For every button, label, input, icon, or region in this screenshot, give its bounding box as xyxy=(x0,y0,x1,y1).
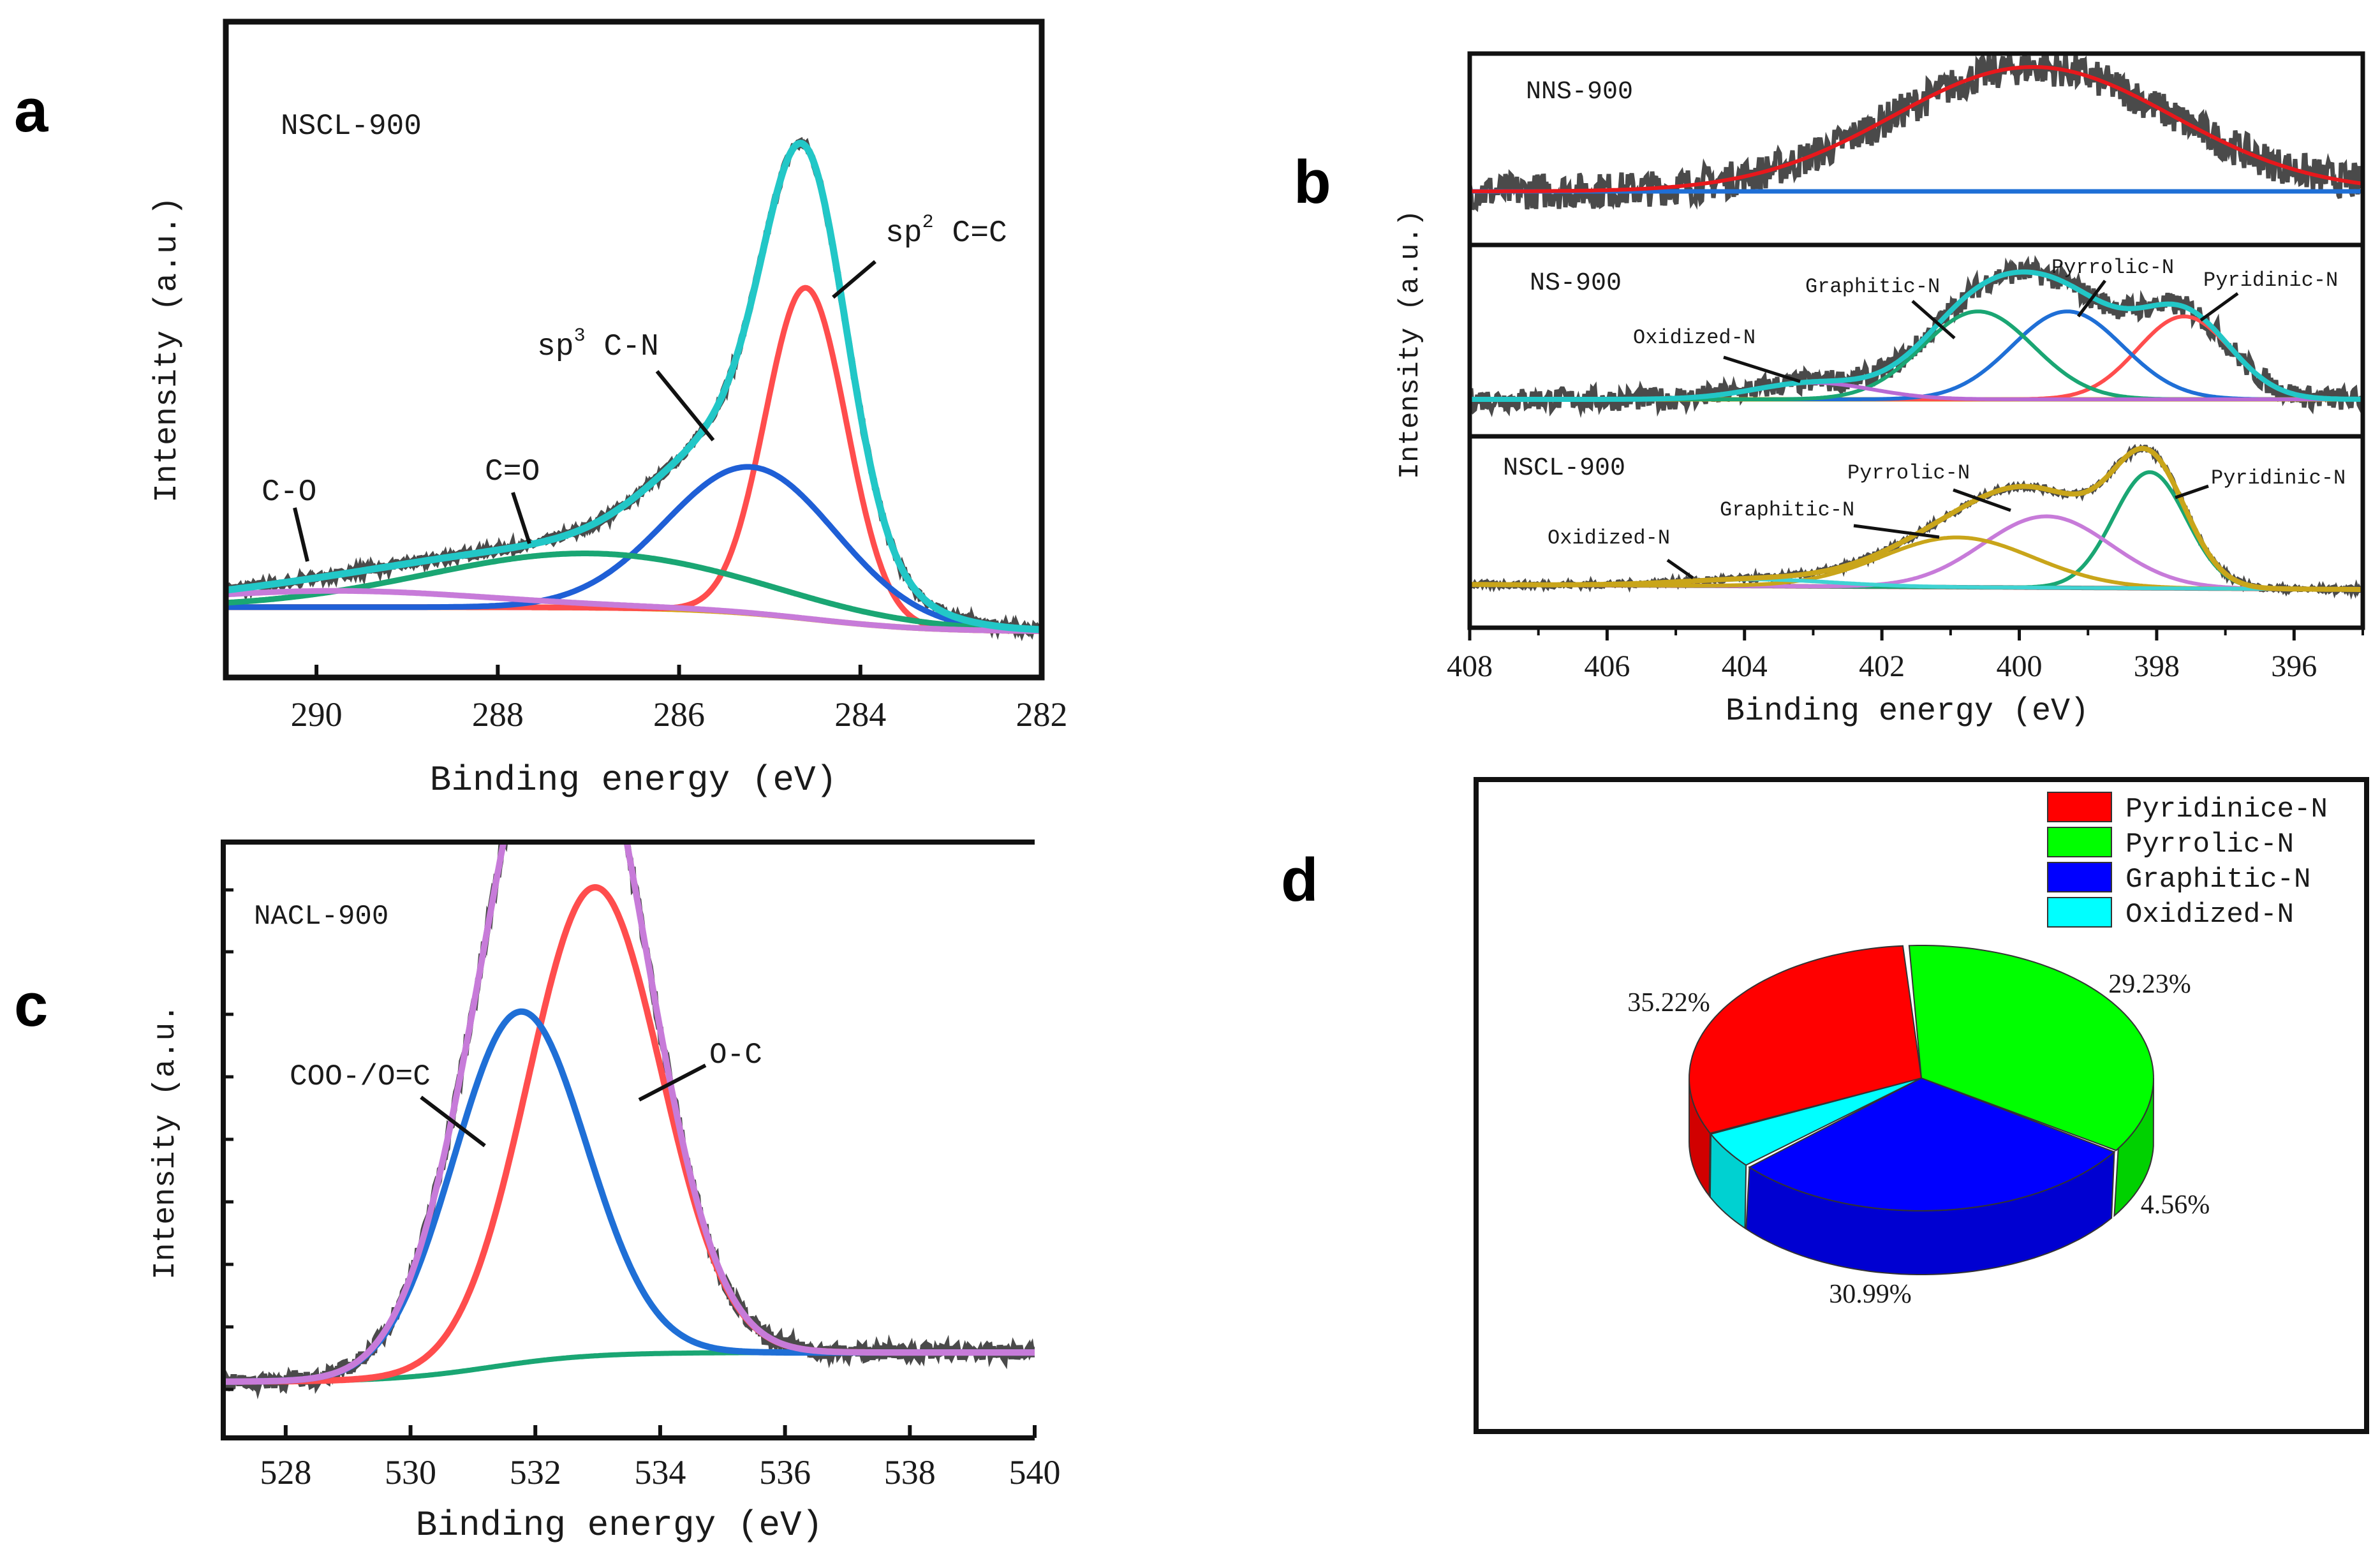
legend-label-pyridinice-n: Pyridinice-N xyxy=(2125,794,2328,825)
legend-label-pyrrolic-n: Pyrrolic-N xyxy=(2125,829,2294,861)
annotation-sp2-cc: sp2 C=C xyxy=(832,212,1007,299)
chart-b2-peak-pyridinic-n xyxy=(1470,314,2363,401)
chart-c-xtick-label-534: 534 xyxy=(634,1453,686,1491)
b3-label-oxidized: Oxidized-N xyxy=(1548,526,1694,580)
chart-a-xlabel: Binding energy (eV) xyxy=(430,760,838,801)
chart-b2-envelope xyxy=(1470,269,2363,402)
pie-slice-oxidized-n xyxy=(1710,1077,1922,1166)
annotation-o-c: O-C xyxy=(638,1039,762,1102)
svg-text:Pyrrolic-N: Pyrrolic-N xyxy=(2051,256,2174,279)
chart-c-xtick-label-532: 532 xyxy=(510,1453,561,1491)
chart-b-frame-bottom xyxy=(1467,434,2365,630)
chart-a-xtick-label-284: 284 xyxy=(834,695,886,734)
annotation-sp3-cn: sp3 C-N xyxy=(537,325,715,441)
chart-c-ylabel: Intensity (a.u. xyxy=(149,1004,183,1280)
chart-b-ylabel: Intensity (a.u.) xyxy=(1394,210,1426,479)
chart-c-peak-o-c xyxy=(223,884,1035,1385)
chart-a-frame xyxy=(223,18,1045,681)
chart-b-xtick-label-400: 400 xyxy=(1997,649,2043,683)
svg-text:Oxidized-N: Oxidized-N xyxy=(1633,326,1755,350)
chart-c-xtick-label-540: 540 xyxy=(1009,1453,1061,1491)
chart-b: 408 406 404 402 400 398 396 NNS-900 NS-900 NSC… xyxy=(1394,51,2365,730)
chart-b1-peak-fit xyxy=(1470,65,2363,193)
chart-b1-raw-data xyxy=(1470,54,2363,212)
chart-b-xlabel: Binding energy (eV) xyxy=(1726,693,2089,730)
chart-a-peak-c-o xyxy=(226,588,1042,634)
b2-label-oxidized: Oxidized-N xyxy=(1633,326,1801,383)
chart-a-xtick-label-288: 288 xyxy=(472,695,524,734)
panel-letter-c: c xyxy=(14,971,48,1039)
pie-slice-graphitic-n xyxy=(1748,1077,2116,1212)
svg-text:Pyridinic-N: Pyridinic-N xyxy=(2203,269,2338,292)
svg-text:sp3 C-N: sp3 C-N xyxy=(537,325,659,364)
b2-label-graphitic: Graphitic-N xyxy=(1805,275,1956,339)
svg-text:O-C: O-C xyxy=(709,1039,762,1072)
chart-c-xlabel: Binding energy (eV) xyxy=(416,1505,824,1546)
svg-text:Graphitic-N: Graphitic-N xyxy=(1805,275,1940,299)
svg-text:Pyridinic-N: Pyridinic-N xyxy=(2211,466,2346,490)
chart-a-peak-sp3-c-n xyxy=(226,464,1042,634)
pie-value-label-oxidized: 4.56% xyxy=(2141,1190,2210,1220)
chart-b-xtick-label-398: 398 xyxy=(2134,649,2180,683)
svg-text:Graphitic-N: Graphitic-N xyxy=(1720,498,1854,522)
chart-b-xtick-label-404: 404 xyxy=(1722,649,1768,683)
chart-b2-title: NS-900 xyxy=(1530,269,1622,298)
chart-b1-title: NNS-900 xyxy=(1526,78,1633,107)
b2-label-pyridinic: Pyridinic-N xyxy=(2199,269,2338,322)
chart-c-xtick-label-530: 530 xyxy=(385,1453,436,1491)
chart-c-xtick-label-538: 538 xyxy=(884,1453,936,1491)
b2-label-pyrrolic: Pyrrolic-N xyxy=(2051,256,2174,318)
legend-swatch-graphitic-n xyxy=(2047,862,2112,892)
annotation-coo-o-c: COO-/O=C xyxy=(290,1060,486,1148)
svg-text:C-O: C-O xyxy=(262,475,316,510)
pie-value-label-pyrrolic: 35.22% xyxy=(1627,988,1710,1018)
svg-text:sp2 C=C: sp2 C=C xyxy=(885,212,1007,251)
chart-c-xtick-label-536: 536 xyxy=(759,1453,811,1491)
chart-a-title: NSCL-900 xyxy=(281,110,422,143)
legend-swatch-pyridinice-n xyxy=(2047,792,2112,822)
pie-value-label-graphitic: 29.23% xyxy=(2108,970,2191,999)
b3-label-pyridinic: Pyridinic-N xyxy=(2175,466,2346,500)
pie-slice-pyridinice-n xyxy=(1688,945,1923,1134)
legend-swatch-oxidized-n xyxy=(2047,897,2112,928)
chart-c-envelope xyxy=(223,842,1035,1385)
svg-text:Pyrrolic-N: Pyrrolic-N xyxy=(1847,461,1970,485)
chart-d-legend: Pyridinice-N Pyrrolic-NGraphitic-NOxidize… xyxy=(2047,792,2328,931)
panel-letter-b: b xyxy=(1294,148,1331,216)
chart-d: Pyridinice-N Pyrrolic-NGraphitic-NOxidize… xyxy=(1474,777,2369,1434)
svg-text:C=O: C=O xyxy=(485,455,540,489)
annotation-c-double-o: C=O xyxy=(485,455,540,544)
chart-b3-title: NSCL-900 xyxy=(1503,454,1625,483)
chart-b-xtick-label-402: 402 xyxy=(1859,649,1905,683)
chart-a-xtick-label-290: 290 xyxy=(291,695,343,734)
pie-slice-pyrrolic-n xyxy=(1908,945,2154,1151)
svg-text:Oxidized-N: Oxidized-N xyxy=(1548,526,1670,550)
panel-letter-a: a xyxy=(14,77,48,145)
pie-value-label-pyridinic: 30.99% xyxy=(1829,1280,1912,1309)
annotation-c-o: C-O xyxy=(262,475,316,562)
chart-a-xtick-label-282: 282 xyxy=(1016,695,1068,734)
chart-c-title: NACL-900 xyxy=(254,901,388,933)
chart-b-xtick-label-406: 406 xyxy=(1584,649,1630,683)
svg-text:COO-/O=C: COO-/O=C xyxy=(290,1060,431,1093)
chart-c: 528 530 532 534 536 538 540 NACL-900 Binding e… xyxy=(149,840,1061,1546)
chart-a-envelope xyxy=(226,140,1042,633)
b3-label-graphitic: Graphitic-N xyxy=(1720,498,1940,539)
chart-a: 290 288 286 284 282 NSCL-900 Binding energy … xyxy=(149,18,1068,801)
legend-label-graphitic-n: Graphitic-N xyxy=(2125,864,2310,896)
panel-letter-d: d xyxy=(1281,846,1319,914)
chart-a-xtick-label-286: 286 xyxy=(653,695,705,734)
chart-b-xtick-label-396: 396 xyxy=(2271,649,2317,683)
chart-a-peak-c-o xyxy=(226,551,1042,633)
chart-c-xtick-label-528: 528 xyxy=(260,1453,311,1491)
chart-b-xtick-label-408: 408 xyxy=(1447,649,1493,683)
chart-a-ylabel: Intensity (a.u.) xyxy=(149,196,186,503)
b3-label-pyrrolic: Pyrrolic-N xyxy=(1847,461,2011,512)
legend-swatch-pyrrolic-n xyxy=(2047,827,2112,857)
legend-label-oxidized-n: Oxidized-N xyxy=(2125,899,2294,931)
